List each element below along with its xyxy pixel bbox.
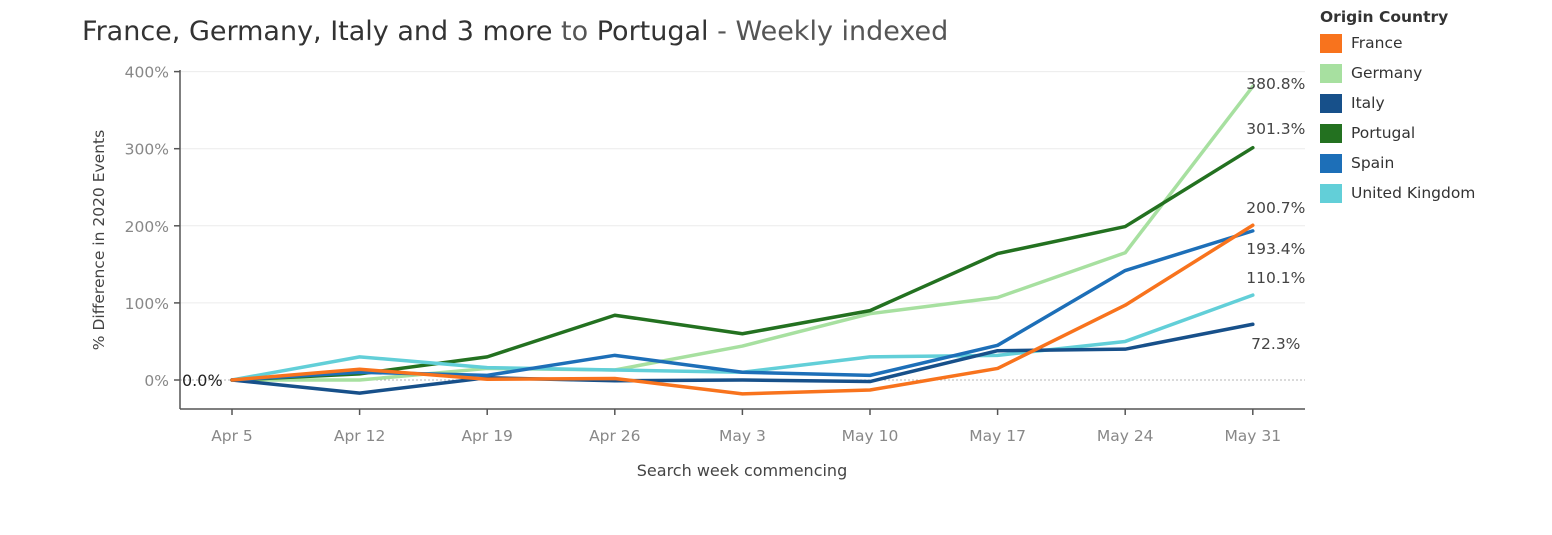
x-axis-title: Search week commencing xyxy=(637,461,847,480)
legend-label: France xyxy=(1351,34,1403,52)
series-line-germany xyxy=(230,84,1255,382)
x-tick-label: May 24 xyxy=(1097,427,1154,445)
y-tick-label: 400% xyxy=(125,64,169,82)
legend-label: United Kingdom xyxy=(1351,184,1476,202)
y-tick-label: 200% xyxy=(125,218,169,236)
title-destination: Portugal xyxy=(596,16,709,47)
title-suffix: - Weekly indexed xyxy=(708,16,949,47)
y-tick-label: 100% xyxy=(125,295,169,313)
x-tick-label: May 10 xyxy=(842,427,899,445)
x-tick-label: May 17 xyxy=(969,427,1026,445)
legend-label: Portugal xyxy=(1351,124,1416,142)
legend-label: Italy xyxy=(1351,94,1385,112)
x-tick-label: Apr 5 xyxy=(211,427,253,445)
legend: Origin Country France Germany Italy Portuga… xyxy=(1320,8,1475,208)
x-tick-label: Apr 19 xyxy=(461,427,512,445)
x-tick-label: May 31 xyxy=(1224,427,1281,445)
legend-swatch xyxy=(1320,183,1342,203)
legend-swatch xyxy=(1320,123,1342,143)
y-tick-label: 0% xyxy=(144,372,169,390)
legend-label: Germany xyxy=(1351,64,1423,82)
x-tick-label: Apr 26 xyxy=(589,427,640,445)
legend-item-italy[interactable]: Italy xyxy=(1320,88,1475,118)
title-origins: France, Germany, Italy and 3 more xyxy=(82,16,553,47)
legend-items: France Germany Italy Portugal Spain United Ki… xyxy=(1320,28,1475,208)
legend-swatch xyxy=(1320,93,1342,113)
end-value-label-italy: 72.3% xyxy=(1251,335,1300,353)
legend-item-portugal[interactable]: Portugal xyxy=(1320,118,1475,148)
series-line-italy xyxy=(230,322,1255,395)
end-value-label-portugal: 301.3% xyxy=(1246,120,1305,138)
series-line-united-kingdom xyxy=(230,293,1255,382)
x-tick-label: May 3 xyxy=(719,427,766,445)
legend-item-united-kingdom[interactable]: United Kingdom xyxy=(1320,178,1475,208)
title-to: to xyxy=(552,16,597,47)
legend-swatch xyxy=(1320,153,1342,173)
end-value-label-france: 200.7% xyxy=(1246,199,1305,217)
series-line-portugal xyxy=(230,145,1255,382)
legend-item-france[interactable]: France xyxy=(1320,28,1475,58)
legend-swatch xyxy=(1320,63,1342,83)
legend-item-germany[interactable]: Germany xyxy=(1320,58,1475,88)
end-value-label-united-kingdom: 110.1% xyxy=(1246,269,1305,287)
series-line-france xyxy=(230,223,1255,396)
end-value-label-germany: 380.8% xyxy=(1246,75,1305,93)
end-value-label-spain: 193.4% xyxy=(1246,240,1305,258)
x-tick-label: Apr 12 xyxy=(334,427,385,445)
legend-item-spain[interactable]: Spain xyxy=(1320,148,1475,178)
chart-title: France, Germany, Italy and 3 more to Por… xyxy=(82,16,948,47)
legend-title: Origin Country xyxy=(1320,8,1449,26)
y-tick-label: 300% xyxy=(125,141,169,159)
legend-swatch xyxy=(1320,33,1342,53)
y-axis-title: % Difference in 2020 Events xyxy=(90,130,108,350)
start-value-label: 0.0% xyxy=(182,371,223,390)
legend-label: Spain xyxy=(1351,154,1395,172)
